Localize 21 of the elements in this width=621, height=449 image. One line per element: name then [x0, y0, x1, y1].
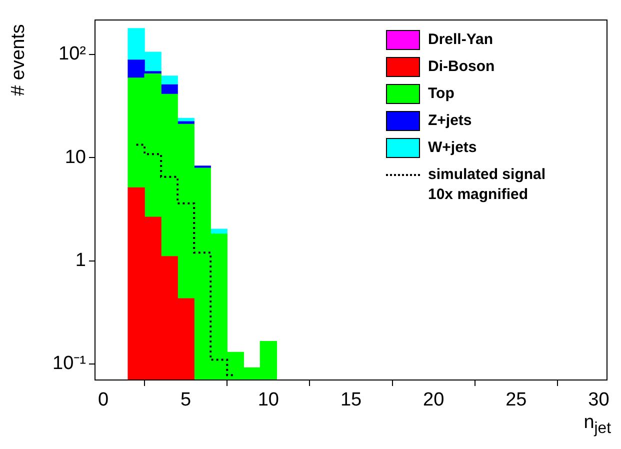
- legend-label: Z+jets: [428, 111, 473, 131]
- x-tick-label: 0: [98, 390, 109, 411]
- legend-label: simulated signal 10x magnified: [428, 165, 547, 205]
- legend-label: Drell-Yan: [428, 30, 494, 50]
- x-tick-label: 10: [258, 390, 279, 411]
- legend-label: Di-Boson: [428, 57, 496, 77]
- y-tick-label: 10: [64, 146, 86, 168]
- x-tick-label: 15: [340, 390, 362, 411]
- y-tick-label: 1: [75, 250, 86, 272]
- x-tick-label: 25: [506, 390, 527, 411]
- bar: [160, 76, 178, 86]
- y-tick-label: 10⁻¹: [52, 353, 86, 374]
- x-axis-title: n$_{jet}$: [584, 412, 611, 438]
- y-tick-label: 10²: [58, 44, 86, 65]
- x-tick-label: 5: [180, 390, 192, 411]
- bar: [160, 84, 178, 95]
- legend-label: Top: [428, 84, 456, 104]
- x-tick-label: 30: [588, 390, 610, 411]
- y-axis-title: # events: [8, 24, 30, 96]
- legend-label: W+jets: [428, 138, 478, 158]
- x-tick-label: 20: [423, 390, 444, 411]
